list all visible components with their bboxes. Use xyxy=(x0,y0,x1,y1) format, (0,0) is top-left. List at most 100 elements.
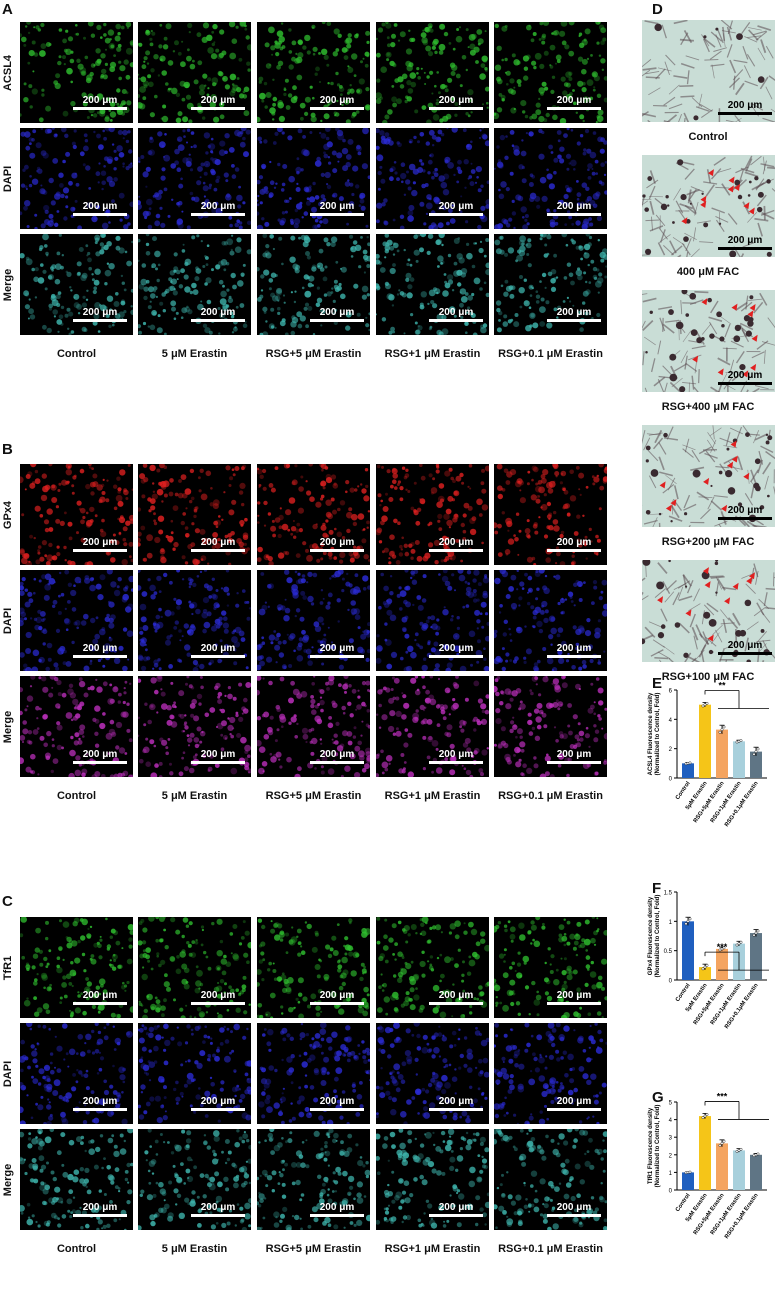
scale-bar: 200 μm xyxy=(547,95,601,110)
data-point xyxy=(705,701,709,705)
scale-bar-label: 200 μm xyxy=(438,643,474,654)
scale-bar-label: 200 μm xyxy=(82,95,118,106)
scale-bar-label: 200 μm xyxy=(438,95,474,106)
y-tick-label: 2 xyxy=(669,1153,673,1159)
scale-bar: 200 μm xyxy=(547,990,601,1005)
data-point xyxy=(718,1144,722,1147)
arrowhead-icon xyxy=(727,461,734,469)
arrowhead-icon xyxy=(692,355,699,363)
cell-texture xyxy=(20,234,133,335)
micrograph-C-1-1: 200 μm xyxy=(138,1023,251,1124)
row-label-dapi: DAPI xyxy=(2,607,14,634)
scale-bar-line xyxy=(191,1214,245,1217)
scale-bar-label: 200 μm xyxy=(438,1096,474,1107)
cell-texture xyxy=(20,22,133,123)
scale-bar: 200 μm xyxy=(718,235,772,250)
data-point xyxy=(718,730,722,734)
x-tick-label: RSG+1μM Erastin xyxy=(710,780,743,824)
scale-bar-line xyxy=(547,1108,601,1111)
scale-bar-line xyxy=(718,382,772,385)
data-point xyxy=(686,919,690,923)
data-point xyxy=(756,747,760,751)
arrowhead-icon xyxy=(665,504,672,512)
scale-bar: 200 μm xyxy=(718,505,772,520)
data-point xyxy=(701,704,705,708)
scale-bar-label: 200 μm xyxy=(319,201,355,212)
scale-bar-line xyxy=(429,107,483,110)
cell-texture xyxy=(138,676,251,777)
data-point xyxy=(756,929,760,933)
scale-bar-label: 200 μm xyxy=(82,643,118,654)
cell-texture xyxy=(494,1129,607,1230)
micrograph-A-2-1: 200 μm xyxy=(138,234,251,335)
cell-texture xyxy=(257,22,370,123)
arrowhead-icon xyxy=(731,455,738,463)
scale-bar-line xyxy=(73,1214,127,1217)
y-tick-label: 0 xyxy=(669,979,673,985)
scale-bar-label: 200 μm xyxy=(727,640,763,651)
cell-texture xyxy=(494,676,607,777)
scale-bar-line xyxy=(718,112,772,115)
scale-bar: 200 μm xyxy=(310,643,364,658)
micrograph-B-2-3: 200 μm xyxy=(376,676,489,777)
scale-bar: 200 μm xyxy=(191,1096,245,1111)
scale-bar: 200 μm xyxy=(429,95,483,110)
x-tick-label: RSG+1μM Erastin xyxy=(710,982,743,1026)
arrowhead-icon xyxy=(707,634,714,642)
arrowhead-icon xyxy=(750,363,757,371)
scale-bar-label: 200 μm xyxy=(200,749,236,760)
histology-label: RSG+200 μM FAC xyxy=(661,536,755,548)
y-tick-label: 5 xyxy=(669,1101,673,1107)
scale-bar-line xyxy=(547,761,601,764)
cell-texture xyxy=(20,917,133,1018)
panel-letter-A: A xyxy=(2,1,13,18)
cell-texture xyxy=(257,676,370,777)
scale-bar: 200 μm xyxy=(547,307,601,322)
scale-bar: 200 μm xyxy=(547,1096,601,1111)
row-label-gpx4: GPx4 xyxy=(2,500,14,529)
arrowhead-icon xyxy=(721,504,728,512)
arrowhead-icon xyxy=(703,477,710,485)
x-tick-label: RSG+5μM Erastin xyxy=(693,1192,726,1236)
row-label-merge: Merge xyxy=(2,710,14,743)
cell-texture xyxy=(376,1023,489,1124)
histology-4: 200 μm xyxy=(642,560,775,662)
bar xyxy=(733,1150,745,1190)
scale-bar-line xyxy=(718,247,772,250)
scale-bar-line xyxy=(547,655,601,658)
scale-bar-line xyxy=(310,1002,364,1005)
scale-bar-label: 200 μm xyxy=(82,307,118,318)
histology-3: 200 μm xyxy=(642,425,775,527)
row-label-acsl4: ACSL4 xyxy=(2,54,14,91)
scale-bar: 200 μm xyxy=(429,990,483,1005)
arrowhead-icon xyxy=(746,577,753,585)
cell-texture xyxy=(257,128,370,229)
scale-bar-label: 200 μm xyxy=(556,201,592,212)
cell-texture xyxy=(376,570,489,671)
data-point xyxy=(752,752,756,756)
bar xyxy=(750,751,762,778)
scale-bar: 200 μm xyxy=(73,990,127,1005)
scale-bar-label: 200 μm xyxy=(82,749,118,760)
arrowhead-icon xyxy=(749,303,756,311)
micrograph-C-1-3: 200 μm xyxy=(376,1023,489,1124)
scale-bar-label: 200 μm xyxy=(556,990,592,1001)
y-tick-label: 2 xyxy=(669,747,673,753)
bar-chart-F: 0 0.5 1 1.5 GPx4 Fluorescence density (Normal… xyxy=(648,891,769,1030)
scale-bar-label: 200 μm xyxy=(556,1096,592,1107)
cell-texture xyxy=(376,22,489,123)
scale-bar-line xyxy=(310,549,364,552)
column-label: RSG+0.1 μM Erastin xyxy=(498,348,603,360)
scale-bar: 200 μm xyxy=(310,307,364,322)
scale-bar: 200 μm xyxy=(73,749,127,764)
y-axis-label: GPx4 Fluorescence density xyxy=(648,896,654,975)
x-tick-label: RSG+5μM Erastin xyxy=(693,982,726,1026)
scale-bar-label: 200 μm xyxy=(200,95,236,106)
micrograph-B-0-1: 200 μm xyxy=(138,464,251,565)
scale-bar: 200 μm xyxy=(310,201,364,216)
column-label: RSG+5 μM Erastin xyxy=(265,790,362,802)
tissue-texture xyxy=(642,560,775,662)
scale-bar-line xyxy=(310,655,364,658)
micrograph-C-1-2: 200 μm xyxy=(257,1023,370,1124)
scale-bar-line xyxy=(191,107,245,110)
